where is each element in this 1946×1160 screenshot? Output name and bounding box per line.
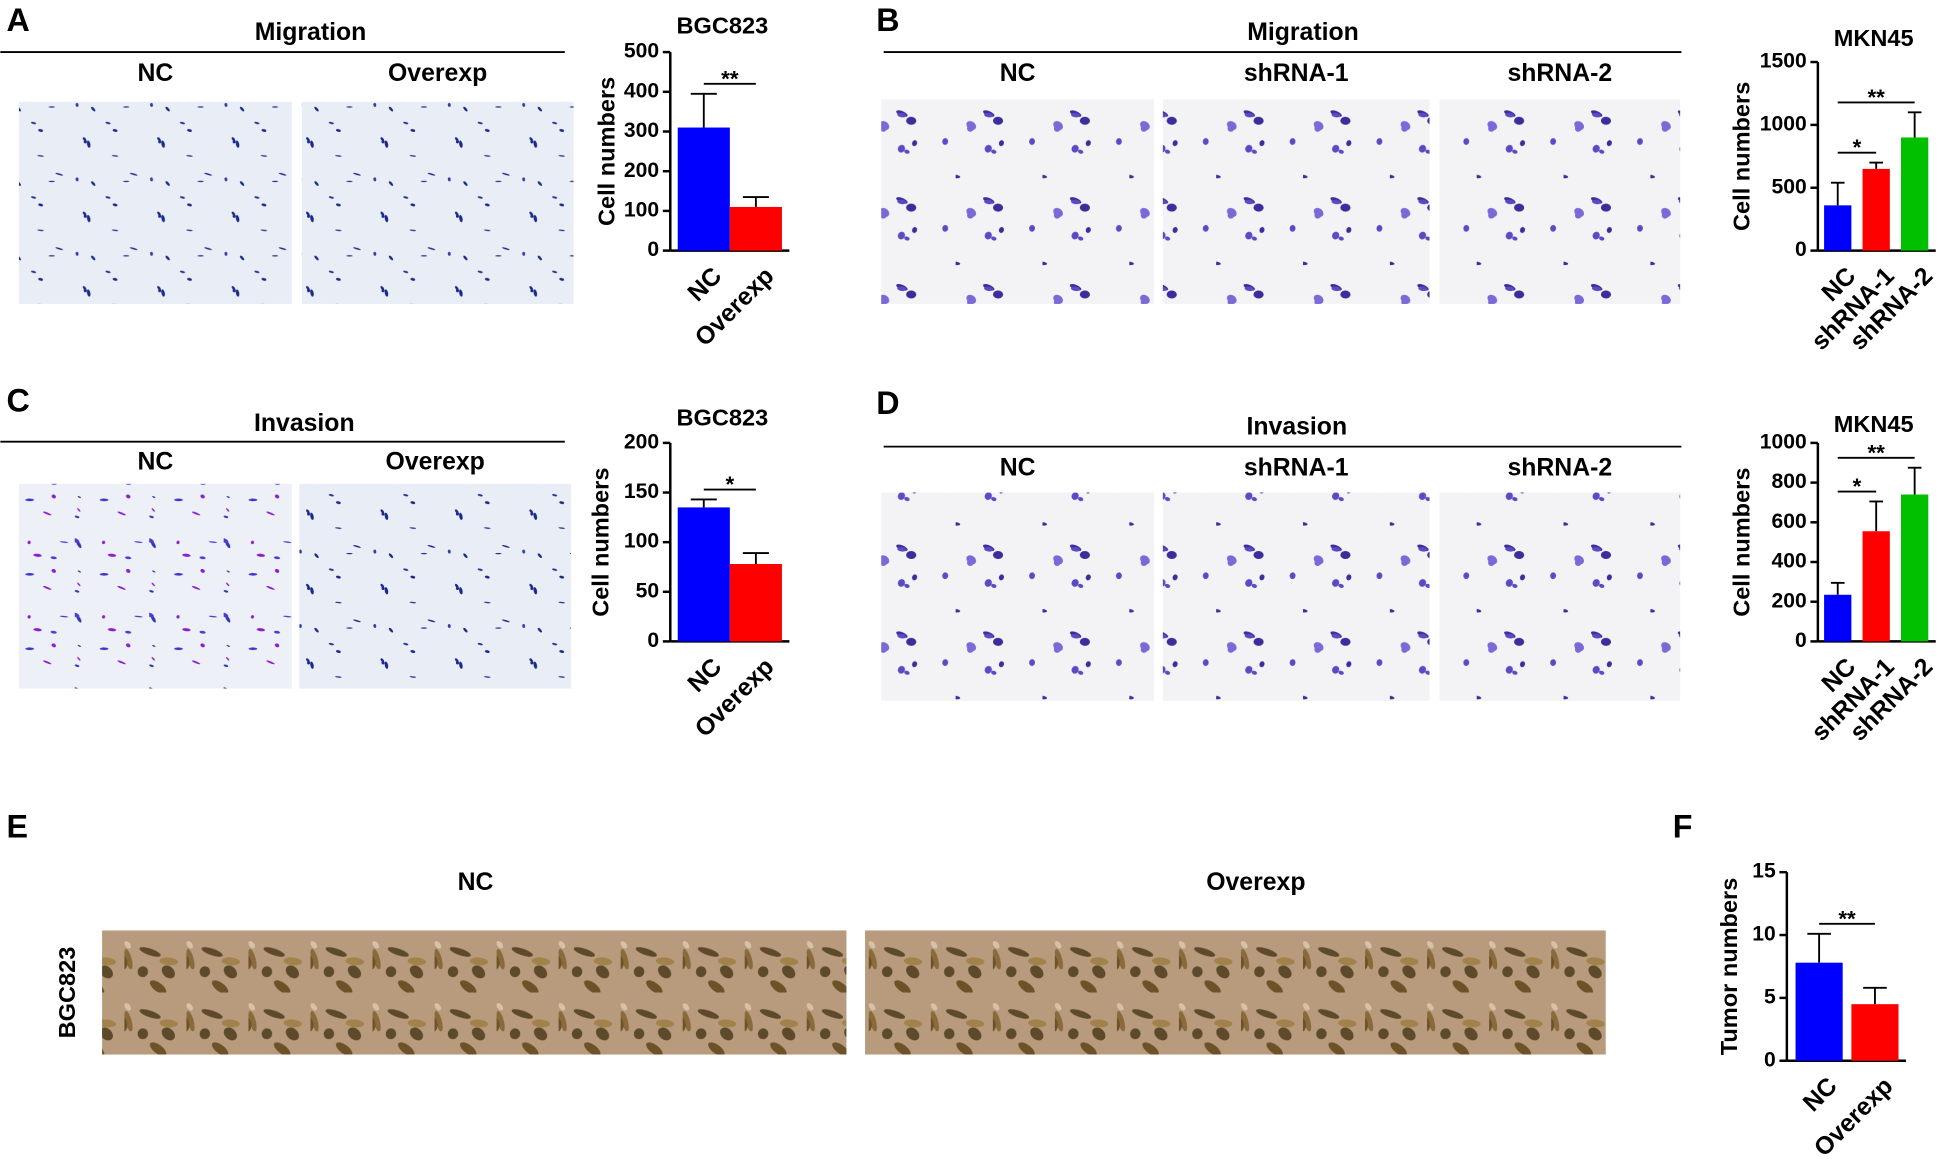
y-tick-label: 1000 (1760, 112, 1807, 135)
image-label: NC (458, 869, 494, 896)
chart-title: BGC823 (677, 13, 769, 39)
y-axis-label: Cell numbers (1729, 82, 1755, 231)
micrograph (301, 101, 574, 304)
y-tick-label: 100 (624, 530, 659, 553)
significance-label: ** (1867, 85, 1885, 110)
image-label: shRNA-1 (1244, 60, 1349, 87)
image-label: shRNA-2 (1507, 455, 1612, 482)
panel-letter: B (876, 2, 899, 38)
micrograph (1162, 492, 1430, 701)
y-tick-label: 150 (624, 480, 659, 503)
y-tick-label: 0 (647, 238, 659, 261)
panel-header: Invasion (254, 410, 355, 437)
y-tick-label: 0 (1795, 629, 1807, 652)
micrograph (18, 483, 292, 689)
panel-letter: A (7, 2, 30, 38)
bar (1862, 531, 1890, 642)
image-label: NC (1000, 455, 1036, 482)
image-label: shRNA-1 (1244, 455, 1349, 482)
significance-label: * (725, 472, 734, 497)
image-label: NC (138, 60, 174, 87)
bar (729, 206, 782, 251)
image-label: shRNA-2 (1507, 60, 1612, 87)
significance-label: ** (721, 66, 739, 91)
bar (677, 507, 730, 642)
y-tick-label: 400 (1772, 550, 1807, 573)
micrograph (1162, 99, 1430, 304)
y-axis-label: Cell numbers (587, 468, 613, 617)
panel-letter: C (7, 383, 30, 419)
micrograph (865, 930, 1606, 1055)
bar (1901, 137, 1929, 251)
y-tick-label: 800 (1772, 470, 1807, 493)
image-label: Overexp (386, 448, 485, 475)
x-tick-label: NC (683, 653, 727, 697)
y-tick-label: 600 (1772, 510, 1807, 533)
bar (1824, 594, 1852, 642)
bar (1824, 205, 1852, 251)
bar (1901, 494, 1929, 642)
micrograph (102, 930, 847, 1055)
y-axis-label: Tumor numbers (1716, 878, 1742, 1056)
y-tick-label: 100 (624, 198, 659, 221)
side-label: BGC823 (54, 947, 80, 1039)
y-tick-label: 1500 (1760, 50, 1807, 73)
y-tick-label: 50 (636, 579, 659, 602)
image-label: Overexp (388, 60, 487, 87)
bar (677, 127, 730, 251)
y-tick-label: 200 (624, 430, 659, 453)
y-tick-label: 500 (1772, 175, 1807, 198)
y-axis-label: Cell numbers (1729, 468, 1755, 617)
x-tick-label: NC (683, 262, 727, 306)
y-tick-label: 0 (1764, 1048, 1776, 1071)
y-tick-label: 200 (624, 159, 659, 182)
image-label: NC (138, 448, 174, 475)
micrograph (881, 492, 1155, 701)
x-tick-label: NC (1798, 1073, 1842, 1117)
panel-letter: F (1673, 808, 1693, 844)
significance-label: ** (1838, 906, 1856, 931)
micrograph (1439, 99, 1681, 304)
image-label: NC (1000, 60, 1036, 87)
y-tick-label: 1000 (1760, 430, 1807, 453)
y-tick-label: 0 (1795, 238, 1807, 261)
micrograph (881, 99, 1155, 304)
micrograph (299, 483, 572, 689)
significance-label: * (1853, 135, 1862, 160)
y-tick-label: 400 (624, 79, 659, 102)
significance-label: ** (1867, 440, 1885, 465)
y-tick-label: 10 (1752, 923, 1775, 946)
bar (1851, 1004, 1899, 1061)
bar (729, 563, 782, 642)
y-tick-label: 300 (624, 119, 659, 142)
bar (1862, 168, 1890, 251)
y-tick-label: 500 (624, 40, 659, 63)
y-tick-label: 200 (1772, 589, 1807, 612)
image-label: Overexp (1206, 869, 1305, 896)
chart-title: MKN45 (1834, 411, 1914, 437)
micrograph (1439, 492, 1681, 701)
y-axis-label: Cell numbers (593, 77, 619, 226)
bar (1795, 962, 1843, 1061)
panel-letter: D (876, 385, 899, 421)
panel-letter: E (7, 808, 29, 844)
chart-title: BGC823 (677, 405, 769, 431)
panel-header: Migration (1247, 19, 1359, 46)
y-tick-label: 5 (1764, 985, 1776, 1008)
chart-title: MKN45 (1834, 25, 1914, 51)
panel-header: Invasion (1247, 414, 1348, 441)
micrograph (18, 101, 292, 304)
significance-label: * (1853, 474, 1862, 499)
y-tick-label: 15 (1752, 860, 1776, 883)
panel-header: Migration (255, 19, 367, 46)
y-tick-label: 0 (647, 629, 659, 652)
